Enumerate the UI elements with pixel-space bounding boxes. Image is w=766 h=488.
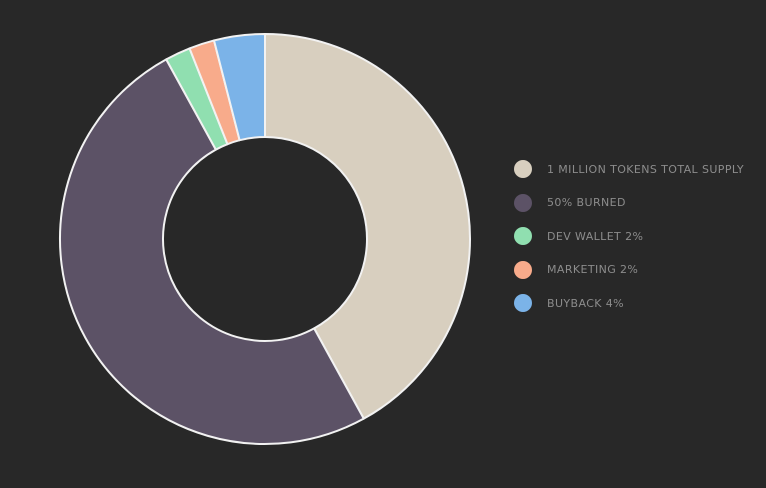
donut-slice-50-burned[interactable]	[59, 58, 365, 445]
chart-legend: 1 MILLION TOKENS TOTAL SUPPLY 50% BURNED D…	[514, 159, 744, 327]
legend-swatch	[514, 294, 532, 312]
legend-item-buyback-4[interactable]: BUYBACK 4%	[514, 293, 744, 313]
legend-item-1-million-tokens-total-supply[interactable]: 1 MILLION TOKENS TOTAL SUPPLY	[514, 159, 744, 179]
legend-swatch	[514, 160, 532, 178]
donut-slices	[59, 33, 471, 445]
legend-item-dev-wallet-2[interactable]: DEV WALLET 2%	[514, 226, 744, 246]
legend-label: DEV WALLET 2%	[547, 229, 644, 243]
legend-label: BUYBACK 4%	[547, 296, 625, 310]
donut-slice-1-million-tokens-total-supply[interactable]	[264, 33, 471, 420]
legend-item-50-burned[interactable]: 50% BURNED	[514, 193, 744, 213]
legend-swatch	[514, 260, 532, 279]
legend-label: MARKETING 2%	[547, 263, 639, 276]
legend-item-marketing-2[interactable]: MARKETING 2%	[514, 260, 744, 280]
legend-label: 1 MILLION TOKENS TOTAL SUPPLY	[547, 162, 745, 176]
legend-swatch	[514, 193, 532, 212]
legend-swatch	[514, 227, 532, 245]
legend-label: 50% BURNED	[547, 196, 626, 209]
donut-slice-buyback-4[interactable]	[213, 33, 266, 142]
